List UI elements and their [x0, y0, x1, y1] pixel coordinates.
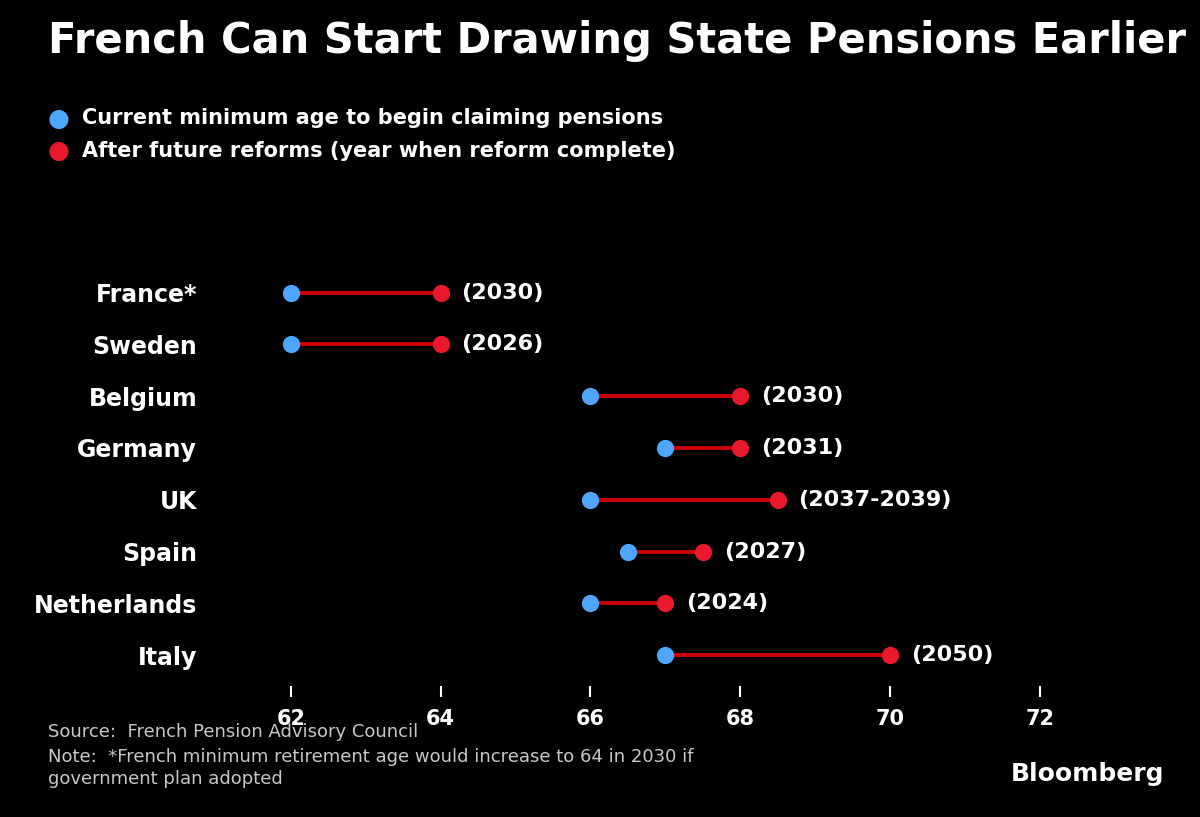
Text: (2026): (2026): [462, 334, 544, 355]
Point: [281, 286, 300, 299]
Point: [581, 390, 600, 403]
Text: (2031): (2031): [761, 438, 844, 458]
Point: [655, 597, 674, 610]
Text: (2030): (2030): [462, 283, 544, 302]
Text: (2024): (2024): [686, 593, 768, 614]
Point: [655, 649, 674, 662]
Point: [581, 493, 600, 507]
Point: [581, 597, 600, 610]
Text: (2037-2039): (2037-2039): [798, 489, 952, 510]
Text: ●: ●: [48, 106, 70, 131]
Point: [881, 649, 900, 662]
Point: [694, 545, 713, 558]
Point: [431, 286, 450, 299]
Text: French Can Start Drawing State Pensions Earlier Than Most: French Can Start Drawing State Pensions …: [48, 20, 1200, 62]
Text: (2027): (2027): [724, 542, 806, 561]
Text: (2030): (2030): [761, 386, 844, 406]
Text: Bloomberg: Bloomberg: [1010, 762, 1164, 786]
Text: ●: ●: [48, 139, 70, 163]
Text: Note:  *French minimum retirement age would increase to 64 in 2030 if: Note: *French minimum retirement age wou…: [48, 748, 694, 766]
Text: Current minimum age to begin claiming pensions: Current minimum age to begin claiming pe…: [82, 109, 662, 128]
Point: [655, 441, 674, 454]
Text: Source:  French Pension Advisory Council: Source: French Pension Advisory Council: [48, 723, 419, 741]
Point: [281, 337, 300, 350]
Text: After future reforms (year when reform complete): After future reforms (year when reform c…: [82, 141, 676, 161]
Point: [731, 441, 750, 454]
Text: government plan adopted: government plan adopted: [48, 770, 283, 788]
Point: [618, 545, 637, 558]
Point: [768, 493, 787, 507]
Text: (2050): (2050): [911, 645, 994, 665]
Point: [731, 390, 750, 403]
Point: [431, 337, 450, 350]
